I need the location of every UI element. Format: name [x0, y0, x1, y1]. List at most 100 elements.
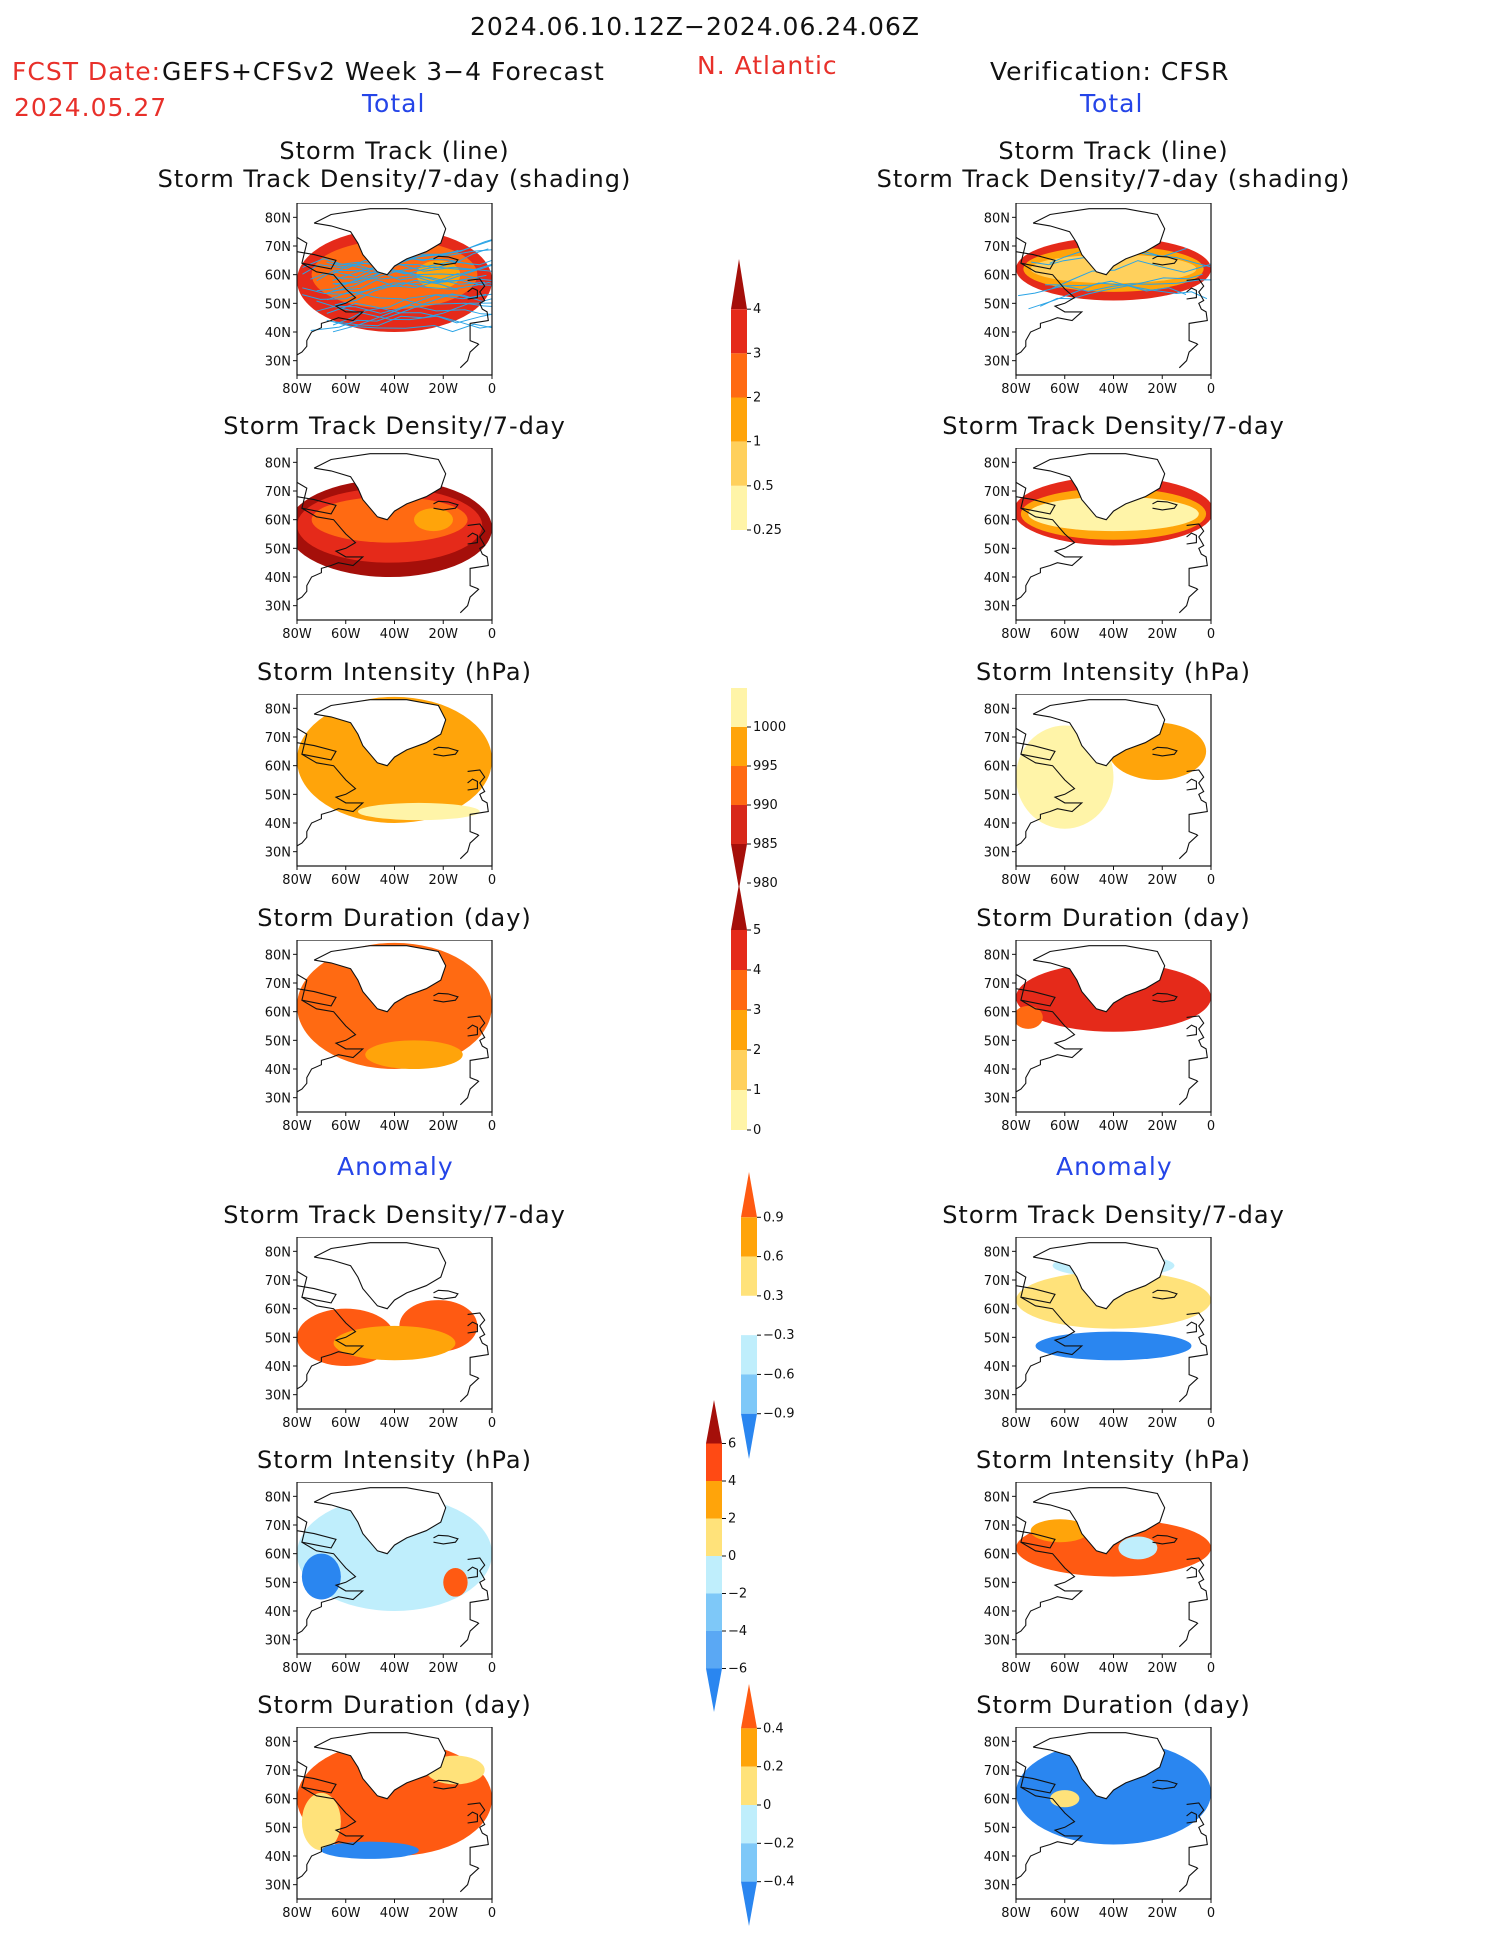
- lon-tick-label: 0: [488, 382, 496, 397]
- coastline: [433, 992, 459, 1003]
- model-label: GEFS+CFSv2 Week 3−4 Forecast: [162, 57, 605, 86]
- colorbar-label: 0: [753, 1123, 761, 1138]
- colorbar-label: −6: [728, 1662, 747, 1677]
- lat-tick-label: 80N: [984, 1735, 1010, 1750]
- map-shading: [1016, 1727, 1211, 1899]
- lon-tick-label: 0: [488, 1906, 496, 1921]
- shading-cell: [1016, 1005, 1043, 1029]
- coastline: [297, 1285, 337, 1304]
- colorbar-label: 0.25: [753, 523, 782, 538]
- lon-tick-label: 0: [1207, 382, 1215, 397]
- lat-tick-label: 50N: [984, 1331, 1010, 1346]
- coastline: [1016, 1270, 1084, 1390]
- colorbar-segment: [731, 884, 747, 930]
- coastline: [1178, 523, 1208, 614]
- coastline: [459, 1557, 489, 1648]
- map-panel: 80N 70N 60N 50N 40N 30N 80W 60W 40W 20W 0: [265, 940, 496, 1134]
- coastline: [313, 699, 447, 767]
- colorbar-segment: [731, 727, 747, 766]
- lon-tick-label: 80W: [282, 873, 312, 888]
- shading-cell: [301, 1792, 341, 1851]
- colorbar-segment: [741, 1295, 757, 1336]
- colorbar-label: 4: [753, 963, 761, 978]
- colorbar-segment: [731, 1050, 747, 1090]
- panel-title: Storm Duration (day): [135, 904, 655, 932]
- lon-tick-label: 80W: [1001, 1416, 1031, 1431]
- lat-tick-label: 30N: [984, 355, 1010, 370]
- map-panel: 80N 70N 60N 50N 40N 30N 80W 60W 40W 20W 0: [265, 203, 496, 397]
- colorbar-label: 995: [753, 759, 778, 774]
- lon-tick-label: 20W: [429, 1661, 459, 1676]
- lon-tick-label: 60W: [1050, 873, 1080, 888]
- lat-tick-label: 40N: [984, 817, 1010, 832]
- lon-tick-label: 60W: [331, 627, 361, 642]
- lat-tick-label: 30N: [265, 355, 291, 370]
- colorbar-segment: [731, 259, 747, 310]
- map-panel: 80N 70N 60N 50N 40N 30N 80W 60W 40W 20W 0: [984, 1727, 1215, 1921]
- lon-tick-label: 80W: [1001, 1119, 1031, 1134]
- coastline: [1186, 1811, 1197, 1824]
- lat-tick-label: 50N: [984, 1821, 1010, 1836]
- shading-cell: [321, 1841, 419, 1859]
- panel-title-line: Storm Duration (day): [976, 904, 1251, 932]
- lat-tick-label: 40N: [984, 1063, 1010, 1078]
- lon-tick-label: 20W: [429, 1906, 459, 1921]
- map-panel: 80N 70N 60N 50N 40N 30N 80W 60W 40W 20W 0: [984, 1237, 1215, 1431]
- colorbar-segment: [706, 1556, 722, 1594]
- lat-tick-label: 50N: [984, 297, 1010, 312]
- map-shading: [1016, 1237, 1211, 1409]
- lon-tick-label: 60W: [331, 1119, 361, 1134]
- verification-label: Verification: CFSR: [990, 57, 1230, 86]
- colorbar-segment: [706, 1481, 722, 1519]
- panel-title-line: Storm Intensity (hPa): [976, 658, 1251, 686]
- colorbar-label: 990: [753, 798, 778, 813]
- coastline: [433, 1534, 459, 1545]
- coastline: [1178, 1802, 1208, 1893]
- lon-tick-label: 20W: [429, 1119, 459, 1134]
- colorbar-label: 0.3: [763, 1289, 784, 1304]
- lat-tick-label: 30N: [265, 1092, 291, 1107]
- coastline: [467, 1321, 478, 1334]
- lon-tick-label: 40W: [1099, 1906, 1129, 1921]
- lon-tick-label: 0: [1207, 1661, 1215, 1676]
- colorbar-label: 2: [753, 1043, 761, 1058]
- colorbar-segment: [706, 1443, 722, 1481]
- panel-title: Storm Track Density/7-day: [135, 412, 655, 440]
- map-shading: [1016, 203, 1211, 375]
- panel-title: Storm Intensity (hPa): [135, 658, 655, 686]
- map-panel: 80N 70N 60N 50N 40N 30N 80W 60W 40W 20W 0: [984, 1482, 1215, 1676]
- lat-tick-label: 80N: [265, 211, 291, 226]
- lat-tick-label: 30N: [265, 600, 291, 615]
- colorbar-label: 985: [753, 837, 778, 852]
- lat-tick-label: 40N: [265, 1605, 291, 1620]
- lon-tick-label: 0: [488, 627, 496, 642]
- fcst-date-value: 2024.05.27: [14, 93, 168, 122]
- lat-tick-label: 80N: [265, 1245, 291, 1260]
- lat-tick-label: 70N: [265, 1519, 291, 1534]
- lon-tick-label: 80W: [282, 1661, 312, 1676]
- map-shading: [1016, 694, 1211, 866]
- map-shading: [297, 1482, 492, 1654]
- shading-cell: [1118, 1536, 1158, 1560]
- lat-tick-label: 50N: [265, 1331, 291, 1346]
- coastline: [1016, 973, 1084, 1093]
- lon-tick-label: 20W: [1148, 873, 1178, 888]
- lat-tick-label: 50N: [265, 297, 291, 312]
- coastline: [297, 988, 337, 1007]
- lat-tick-label: 40N: [265, 326, 291, 341]
- colorbar-label: 1000: [753, 720, 786, 735]
- colorbar-segment: [706, 1668, 722, 1712]
- lat-tick-label: 50N: [984, 788, 1010, 803]
- lon-tick-label: 0: [1207, 1906, 1215, 1921]
- coastline: [1016, 1285, 1056, 1304]
- lon-tick-label: 0: [1207, 1416, 1215, 1431]
- colorbar-label: 5: [753, 923, 761, 938]
- panel-title: Storm Duration (day): [135, 1691, 655, 1719]
- coastline: [297, 1760, 365, 1880]
- coastline: [1186, 1024, 1197, 1037]
- colorbar-segment: [741, 1766, 757, 1805]
- panel-title: Storm Intensity (hPa): [854, 1446, 1374, 1474]
- map-shading: [297, 940, 492, 1112]
- lat-tick-label: 30N: [984, 1879, 1010, 1894]
- colorbar-segment: [706, 1631, 722, 1669]
